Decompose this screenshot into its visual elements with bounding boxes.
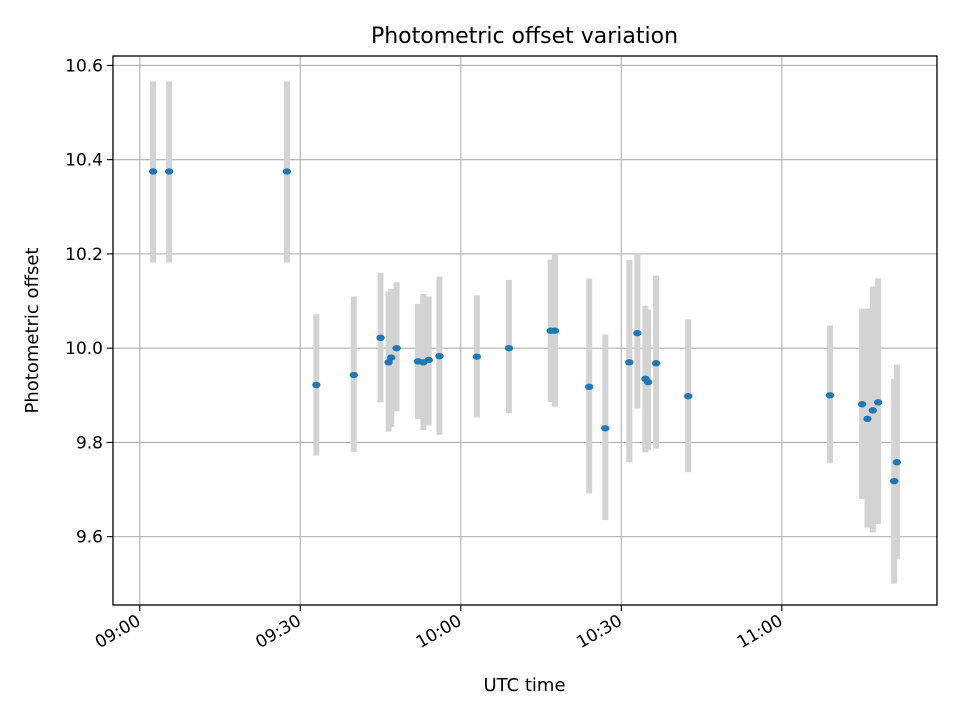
- data-point: [651, 360, 661, 367]
- data-point: [683, 393, 693, 400]
- data-point: [387, 354, 396, 361]
- chart-title: Photometric offset variation: [371, 24, 678, 49]
- plot-frame: [112, 55, 938, 606]
- data-point: [889, 477, 899, 485]
- x-tick-label: 10:30: [573, 611, 625, 653]
- data-point: [312, 381, 321, 389]
- y-axis-label: Photometric offset: [22, 248, 43, 414]
- grid-lines: [113, 56, 937, 605]
- error-bars: [150, 81, 900, 584]
- data-point: [857, 401, 867, 408]
- data-point: [643, 378, 653, 386]
- data-point: [873, 399, 883, 406]
- y-tick-label: 10.0: [65, 339, 103, 359]
- data-points: [148, 168, 902, 485]
- y-tick-label: 9.6: [76, 528, 103, 548]
- x-tick-label: 09:00: [92, 611, 144, 653]
- data-point: [472, 353, 482, 360]
- x-tick-label: 10:00: [413, 611, 465, 653]
- data-point: [148, 168, 158, 175]
- data-point: [863, 415, 872, 423]
- data-point: [504, 344, 514, 352]
- x-tick-label: 11:00: [734, 611, 786, 653]
- x-tick-label: 09:30: [252, 611, 304, 653]
- data-point: [625, 359, 634, 366]
- data-point: [424, 356, 433, 364]
- data-point: [825, 392, 835, 399]
- y-axis-ticks: 9.6 9.8 10.0 10.2 10.4 10.6: [65, 56, 113, 548]
- y-tick-label: 9.8: [76, 433, 103, 453]
- y-tick-label: 10.4: [65, 151, 103, 171]
- data-point: [282, 168, 292, 175]
- data-point: [550, 327, 560, 334]
- data-point: [868, 407, 877, 414]
- data-point: [601, 425, 610, 432]
- data-point: [376, 334, 385, 342]
- data-point: [892, 459, 902, 466]
- x-axis-label: UTC time: [483, 675, 565, 696]
- data-point: [633, 329, 642, 337]
- y-tick-label: 10.6: [65, 56, 103, 76]
- data-point: [435, 352, 444, 360]
- data-point: [585, 383, 594, 391]
- x-axis-ticks: 09:00 09:30 10:00 10:30 11:00: [92, 605, 786, 653]
- data-point: [392, 344, 401, 352]
- data-point: [349, 371, 358, 379]
- y-tick-label: 10.2: [65, 245, 103, 265]
- data-point: [164, 168, 174, 175]
